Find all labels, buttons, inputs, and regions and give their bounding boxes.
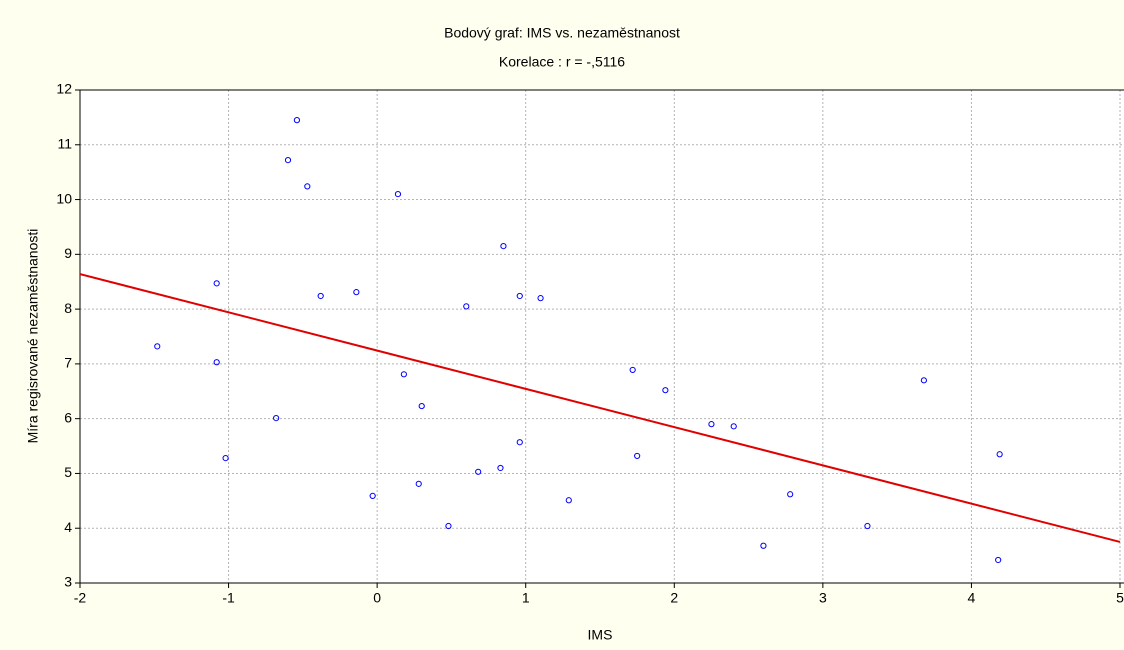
y-tick-label: 11 <box>57 135 72 151</box>
point <box>273 415 280 422</box>
point <box>662 387 669 394</box>
y-tick-label: 8 <box>64 300 72 316</box>
chart-subtitle: Korelace : r = -,5116 <box>499 54 625 70</box>
y-tick-label: 3 <box>64 574 72 590</box>
point <box>222 455 229 462</box>
y-tick-label: 4 <box>64 519 72 535</box>
point <box>154 343 161 350</box>
y-tick-label: 9 <box>64 245 72 261</box>
point <box>284 157 292 164</box>
point <box>634 452 641 460</box>
point <box>760 542 767 549</box>
chart-title: Bodový graf: IMS vs. nezaměstnanost <box>444 25 680 41</box>
point <box>213 280 220 287</box>
y-tick-label: 6 <box>64 409 72 425</box>
point <box>500 243 507 250</box>
x-tick-label: 2 <box>670 590 678 606</box>
x-tick-label: 5 <box>1116 590 1124 606</box>
point <box>475 468 482 475</box>
point <box>418 402 425 410</box>
x-tick-label: -2 <box>74 590 87 606</box>
point <box>497 464 504 472</box>
point <box>708 421 715 428</box>
point <box>213 359 220 366</box>
y-tick-label: 7 <box>64 355 72 371</box>
point <box>516 292 523 300</box>
point <box>463 303 470 310</box>
y-tick-label: 10 <box>56 190 72 206</box>
point <box>445 522 452 530</box>
plot-area <box>80 90 1124 583</box>
point <box>565 497 572 504</box>
point <box>629 366 636 374</box>
point <box>400 371 407 378</box>
point <box>293 117 301 124</box>
point <box>787 491 794 498</box>
point <box>995 556 1002 564</box>
point <box>369 492 376 500</box>
x-tick-label: 3 <box>819 590 827 606</box>
y-tick-label: 5 <box>64 464 72 480</box>
x-tick-label: 1 <box>522 590 530 606</box>
x-tick-label: -1 <box>222 590 235 606</box>
x-tick-label: 0 <box>373 590 381 606</box>
trend-line <box>80 273 1121 543</box>
point <box>730 423 737 430</box>
y-tick-label: 12 <box>56 81 72 97</box>
point <box>920 377 927 384</box>
x-tick-label: 4 <box>968 590 976 606</box>
point <box>304 183 311 190</box>
point <box>537 295 544 302</box>
y-axis-label: Míra regisrované nezaměstnanosti <box>25 229 41 444</box>
point <box>864 522 871 530</box>
point <box>317 292 324 300</box>
plot-frame <box>79 89 1124 584</box>
point <box>415 480 422 487</box>
x-axis-label: IMS <box>588 627 613 643</box>
point <box>996 451 1003 458</box>
point <box>516 439 523 446</box>
point <box>394 190 402 198</box>
point <box>353 289 360 296</box>
